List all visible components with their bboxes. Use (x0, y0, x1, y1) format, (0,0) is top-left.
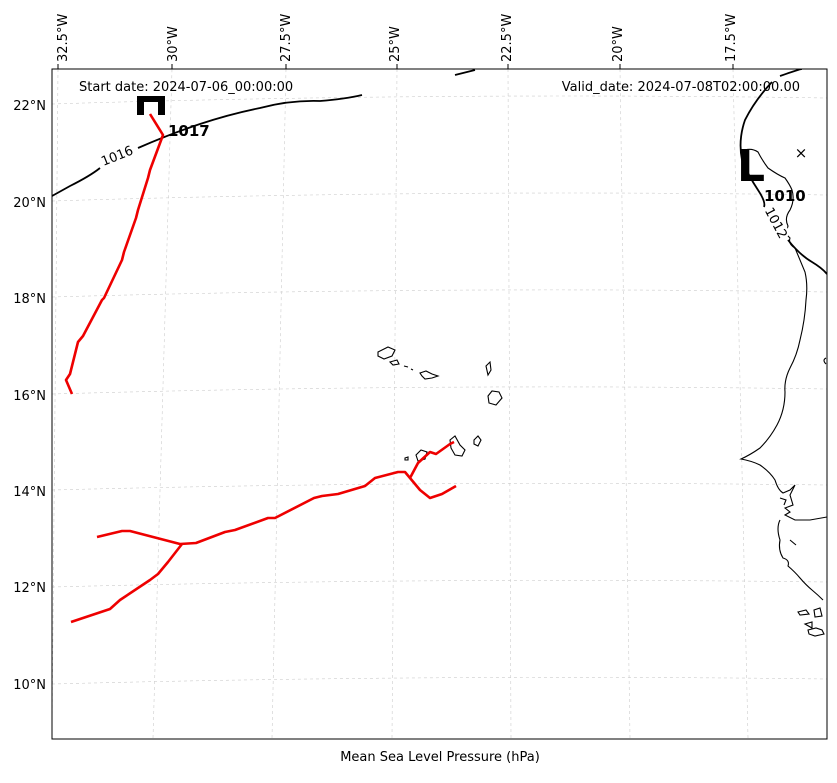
track-south-branch (70, 543, 184, 624)
lon-label-25w: 25°W (388, 26, 403, 62)
map-xlabel: Mean Sea Level Pressure (hPa) (340, 750, 540, 765)
track-south-main (96, 470, 457, 546)
lon-label-20w: 20°W (611, 26, 626, 62)
cape-verde-islands (377, 346, 503, 462)
lon-label-32-5w: 32.5°W (56, 14, 71, 62)
high-pressure-value: 1017 (168, 122, 210, 140)
lon-label-22-5w: 22.5°W (500, 14, 515, 62)
lon-label-17-5w: 17.5°W (724, 14, 739, 62)
high-pressure-symbol (137, 96, 165, 115)
map-area (52, 69, 827, 739)
lon-label-27-5w: 27.5°W (279, 14, 294, 62)
lat-label-16n: 16°N (13, 389, 46, 404)
low-pressure-value: 1010 (764, 187, 806, 205)
lat-label-18n: 18°N (13, 292, 46, 307)
lat-label-12n: 12°N (13, 581, 46, 596)
valid-date: Valid_date: 2024-07-08T02:00:00.00 (562, 80, 800, 95)
start-date: Start date: 2024-07-06_00:00:00 (79, 80, 293, 95)
lat-label-10n: 10°N (13, 678, 46, 693)
lat-label-22n: 22°N (13, 99, 46, 114)
x-marker-icon: × (795, 144, 808, 162)
lon-label-30w: 30°W (166, 26, 181, 62)
track-south-upper (408, 440, 455, 479)
lon-tick-marks (57, 64, 734, 69)
track-north (64, 113, 165, 395)
low-pressure-symbol: L (737, 141, 765, 192)
isobar-1016-top (454, 69, 476, 76)
lat-label-20n: 20°N (13, 196, 46, 211)
lat-label-14n: 14°N (13, 485, 46, 500)
storm-tracks (64, 113, 457, 624)
map-frame (51, 68, 828, 740)
isobar-1016 (52, 94, 363, 197)
